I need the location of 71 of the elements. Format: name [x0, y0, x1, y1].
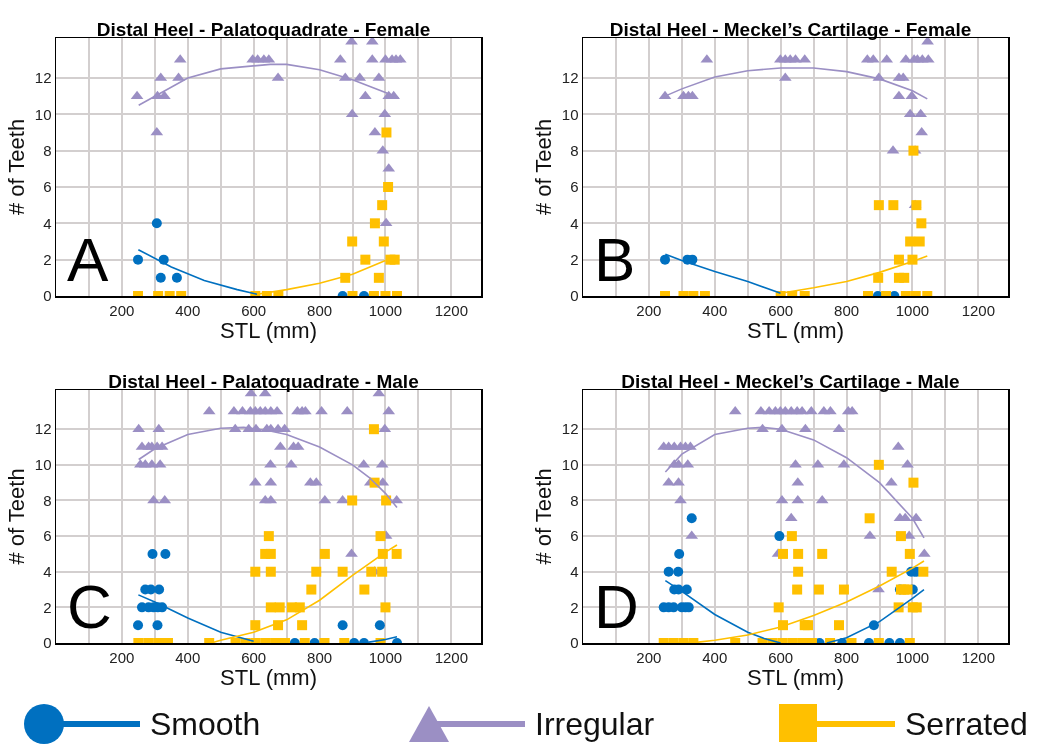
y-tick-label: 6	[570, 178, 579, 196]
y-tick-label: 4	[570, 562, 579, 580]
x-tick-label: 1000	[368, 648, 403, 666]
x-tick-label: 200	[636, 301, 662, 319]
y-axis-title: # of Teeth	[530, 118, 556, 216]
x-tick-label: 800	[834, 648, 860, 666]
y-tick-label: 4	[43, 214, 52, 232]
y-tick-label: 8	[43, 141, 52, 159]
x-tick-label: 800	[834, 301, 860, 319]
legend-label: Serrated	[905, 705, 1028, 743]
y-tick-label: 0	[43, 287, 52, 305]
x-tick-label: 1000	[368, 301, 403, 319]
x-tick-label: 200	[109, 301, 135, 319]
x-tick-label: 400	[702, 301, 728, 319]
y-tick-label: 2	[570, 598, 579, 616]
x-axis-title: STL (mm)	[747, 665, 844, 691]
x-tick-label: 400	[175, 301, 201, 319]
y-axis-title: # of Teeth	[3, 468, 29, 565]
y-tick-label: 10	[561, 105, 579, 123]
legend-label: Smooth	[150, 705, 261, 743]
y-tick-label: 4	[43, 562, 52, 580]
y-tick-label: 8	[570, 491, 579, 509]
y-tick-label: 2	[43, 598, 52, 616]
x-tick-label: 800	[307, 301, 333, 319]
x-tick-label: 200	[109, 648, 135, 666]
annotation: B	[594, 225, 636, 294]
y-axis-title: # of Teeth	[530, 468, 556, 565]
y-axis-title: # of Teeth	[3, 118, 29, 216]
y-tick-label: 12	[561, 69, 579, 87]
annotation: C	[67, 572, 112, 641]
chart-title: Distal Heel - Meckel’s Cartilage - Male	[621, 371, 960, 393]
y-tick-label: 0	[570, 287, 579, 305]
y-tick-label: 0	[43, 634, 52, 652]
chart-title: Distal Heel - Palatoquadrate - Female	[96, 19, 431, 41]
chart-title: Distal Heel - Palatoquadrate - Male	[108, 371, 419, 393]
x-tick-label: 400	[175, 648, 201, 666]
x-tick-label: 1200	[961, 301, 996, 319]
x-tick-label: 1200	[434, 648, 469, 666]
y-tick-label: 10	[34, 105, 52, 123]
y-tick-label: 2	[570, 250, 579, 268]
y-tick-label: 12	[561, 420, 579, 438]
x-tick-label: 600	[768, 301, 794, 319]
annotation: A	[67, 225, 109, 294]
x-axis-title: STL (mm)	[220, 665, 317, 691]
y-tick-label: 8	[43, 491, 52, 509]
y-tick-label: 12	[34, 420, 52, 438]
y-tick-label: 6	[43, 527, 52, 545]
y-tick-label: 10	[561, 456, 579, 474]
x-tick-label: 1000	[895, 648, 930, 666]
x-tick-label: 1200	[961, 648, 996, 666]
y-tick-label: 0	[570, 634, 579, 652]
y-tick-label: 12	[34, 69, 52, 87]
y-tick-label: 6	[43, 178, 52, 196]
x-tick-label: 1000	[895, 301, 930, 319]
y-tick-label: 2	[43, 250, 52, 268]
y-tick-label: 10	[34, 456, 52, 474]
x-tick-label: 600	[768, 648, 794, 666]
x-axis-title: STL (mm)	[747, 318, 844, 344]
chart-title: Distal Heel - Meckel’s Cartilage - Female	[609, 19, 972, 41]
x-tick-label: 600	[241, 648, 267, 666]
x-tick-label: 400	[702, 648, 728, 666]
y-tick-label: 8	[570, 141, 579, 159]
x-tick-label: 200	[636, 648, 662, 666]
y-tick-label: 6	[570, 527, 579, 545]
x-tick-label: 800	[307, 648, 333, 666]
x-tick-label: 1200	[434, 301, 469, 319]
legend-label: Irregular	[535, 705, 655, 743]
annotation: D	[594, 572, 639, 641]
x-axis-title: STL (mm)	[220, 318, 317, 344]
x-tick-label: 600	[241, 301, 267, 319]
y-tick-label: 4	[570, 214, 579, 232]
